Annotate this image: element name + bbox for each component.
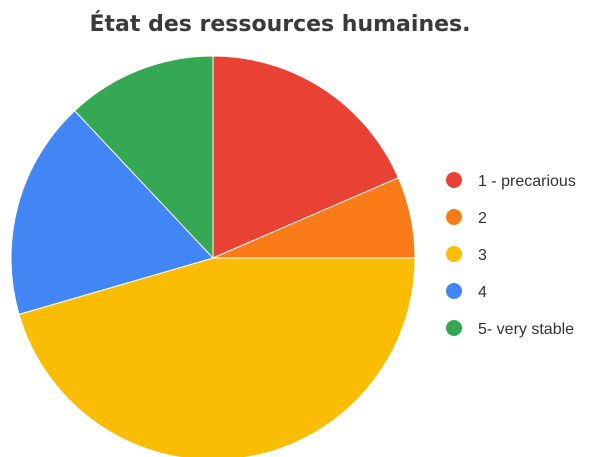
legend-swatch-2 [446,209,462,225]
legend-swatch-4 [446,283,462,299]
pie-slices [10,55,416,457]
legend: 1 - precarious 2 3 4 5- very stable [446,172,576,338]
legend-swatch-5 [446,320,462,336]
legend-label-1: 1 - precarious [478,173,576,190]
legend-swatch-3 [446,246,462,262]
pie-slice-3 [18,257,416,457]
legend-label-3: 3 [478,247,487,264]
legend-label-5: 5- very stable [478,321,574,338]
legend-label-2: 2 [478,210,487,227]
legend-label-4: 4 [478,284,487,301]
chart-title: État des ressources humaines. [89,12,471,37]
pie-slice-5 [74,55,214,260]
pie-slice-4 [10,110,214,315]
legend-swatch-1 [446,172,462,188]
pie-slice-1 [212,55,400,259]
